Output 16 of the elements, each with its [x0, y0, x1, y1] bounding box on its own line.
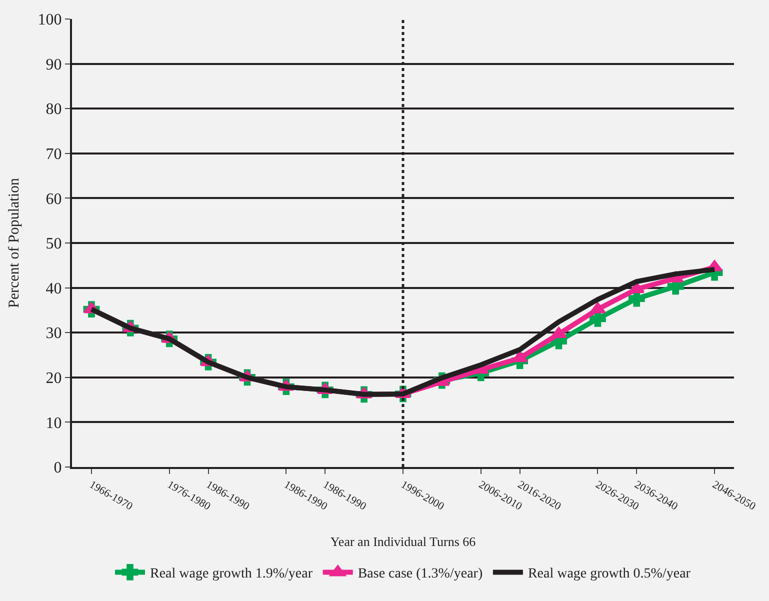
- y-tick-label: 20: [46, 370, 62, 387]
- y-tick-label: 70: [46, 146, 62, 163]
- y-axis-title: Percent of Population: [6, 178, 23, 308]
- y-tick-label: 80: [46, 101, 62, 118]
- x-axis-title: Year an Individual Turns 66: [330, 534, 476, 550]
- legend-label: Base case (1.3%/year): [358, 566, 483, 582]
- y-tick-label: 90: [46, 56, 62, 74]
- y-tick-label: 100: [38, 12, 62, 29]
- y-tick-label: 30: [46, 325, 62, 342]
- y-tick-label: 10: [46, 414, 62, 432]
- y-tick-label: 0: [54, 460, 62, 477]
- y-tick-label: 50: [46, 236, 62, 253]
- y-tick-label: 40: [46, 280, 62, 298]
- legend-label: Real wage growth 1.9%/year: [150, 566, 313, 582]
- legend-label: Real wage growth 0.5%/year: [528, 566, 691, 582]
- y-tick-label: 60: [46, 190, 62, 208]
